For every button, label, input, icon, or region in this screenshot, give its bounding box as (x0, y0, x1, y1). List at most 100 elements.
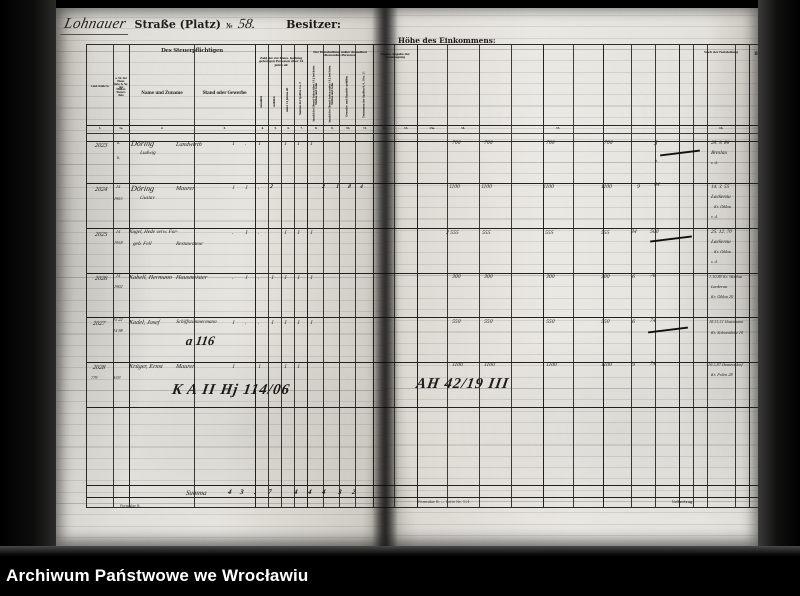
row-remark-2: Lackerau (710, 239, 732, 245)
income-section-title: Höhe des Einkommens: (398, 36, 496, 45)
summa-value: 3 (239, 488, 245, 496)
summa-rule-bottom (87, 497, 759, 498)
header-stand: Stand oder Gewerbe (202, 89, 247, 95)
colnum: 15. (556, 127, 560, 131)
row-c5: 1 (244, 275, 249, 281)
row-sub-a: 14 (115, 273, 121, 278)
summa-value: 4 (227, 488, 233, 496)
row-remark-3: Kr. Ohlau 20 (710, 294, 734, 299)
row-income-c: 555 (544, 230, 554, 236)
header-income-d (513, 63, 541, 123)
row-remark-3: Kr. Ohlau (713, 249, 732, 254)
row-income-b: 700 (483, 140, 493, 146)
summa-value: 4 (307, 488, 313, 496)
col-rule (573, 45, 574, 507)
colnum: 4. (261, 127, 264, 131)
row-nr: 2024 (94, 186, 108, 193)
row-sub-b: 1958 (113, 240, 123, 245)
row-c9: 1 (296, 364, 301, 370)
row-tax-b: 76 (649, 273, 657, 279)
header-income-a (419, 63, 445, 123)
strasse-label: Straße (Platz) (134, 18, 221, 31)
colnum: 14. (461, 127, 465, 131)
colnum: 8. (314, 127, 318, 131)
col-rule (707, 45, 708, 507)
header-group-assessed: Nach der Feststellung (704, 50, 738, 55)
row-name: Döring (130, 139, 155, 148)
header-emp-a: Anzahl der Dienst- boten über 14 J. bei … (312, 65, 318, 123)
body-start-rule (87, 141, 759, 142)
row-nr: 2023 (94, 142, 108, 149)
col-rule (355, 45, 356, 507)
row-stand: Restaurateur (175, 241, 204, 247)
row-tax-b: 500 (649, 229, 659, 235)
row-nr: 2027 (92, 320, 106, 327)
header-hh-female: weiblich (273, 96, 277, 108)
col-rule (479, 45, 480, 507)
header-rule (87, 125, 759, 126)
col-rule (113, 45, 114, 507)
row-c7: 1 (270, 320, 275, 326)
header-income-f (605, 61, 629, 123)
footer-print-left: Formular B. (120, 504, 141, 508)
row-name2: geb. Fell (132, 241, 152, 247)
row-sub-b: 14 98 (112, 328, 124, 333)
row-income-b: 550 (483, 319, 493, 325)
row-remark-1: 18.11.51 Hausmann (708, 319, 744, 324)
row-income-b: 555 (481, 230, 491, 236)
row-rule (87, 228, 759, 229)
row-remark-2: Breslau (710, 150, 728, 156)
row-remark-1: 25. 12. 70 (710, 229, 733, 235)
col-rule (679, 45, 680, 507)
colnum: 3. (223, 127, 226, 131)
row-tax: 3 (653, 139, 659, 147)
row-income-c: 700 (545, 140, 555, 146)
archive-watermark-text: Archiwum Państwowe we Wrocławiu (6, 566, 309, 585)
row-stand: Hausmeister (175, 274, 208, 281)
col-rule (268, 45, 269, 507)
row-c9: 1 (335, 184, 340, 190)
row-stand: Schiffszimmermann (175, 319, 218, 325)
row-income-b: 300 (483, 274, 493, 280)
row-sub-b: 9/03 (112, 375, 122, 380)
row-income-declared: 2 555 (445, 230, 460, 236)
col-rule (394, 45, 395, 507)
row-tax-a: 9 (636, 184, 641, 190)
row-rule (87, 273, 759, 274)
row-sub-b: 1955 (113, 196, 123, 201)
number-symbol: № (226, 22, 233, 30)
row-income-c: 1100 (542, 184, 555, 190)
row-c7: 1 (270, 275, 275, 281)
row-stand: Maurer (175, 185, 196, 192)
row-c10: 1 (309, 320, 314, 326)
header-declared-b (396, 67, 416, 123)
scanbed-edge-left (0, 0, 56, 556)
row-c6: 1 (257, 141, 262, 147)
row-income-declared: 1100 (448, 184, 461, 190)
row-income-final: 555 (600, 230, 610, 236)
header-hh-under14: unter 14 Jahren alt (286, 87, 290, 113)
colnum: 13. (404, 127, 408, 131)
header-assessed-b (709, 63, 733, 123)
row-remark-4: v. d. (710, 259, 719, 264)
row-remark-2: Kr. Polen 28 (710, 372, 734, 377)
row-income-final: 550 (600, 319, 610, 325)
row-c5: 1 (244, 185, 249, 191)
header-assessed-a (695, 63, 706, 123)
row-remark-3: v. d. (710, 160, 719, 165)
row-c10: 1 (309, 141, 314, 147)
row-sub-a: 15 22 (112, 317, 124, 322)
header-group-employed: Der Haushaltung außer denselben dienende… (313, 49, 367, 57)
col-rule (655, 45, 656, 507)
header-income-h (657, 61, 677, 123)
row-c9: 1 (296, 141, 301, 147)
col-rule (281, 45, 282, 507)
row-tax-b: 44 (653, 182, 661, 188)
row-c11: 4 (359, 184, 364, 190)
header-name: Name und Zuname (141, 89, 183, 95)
row-income-final: 1100 (600, 184, 613, 190)
header-assessed-c (737, 63, 748, 123)
row-c4: 1 (231, 141, 236, 147)
summa-label: Summa (185, 489, 208, 497)
